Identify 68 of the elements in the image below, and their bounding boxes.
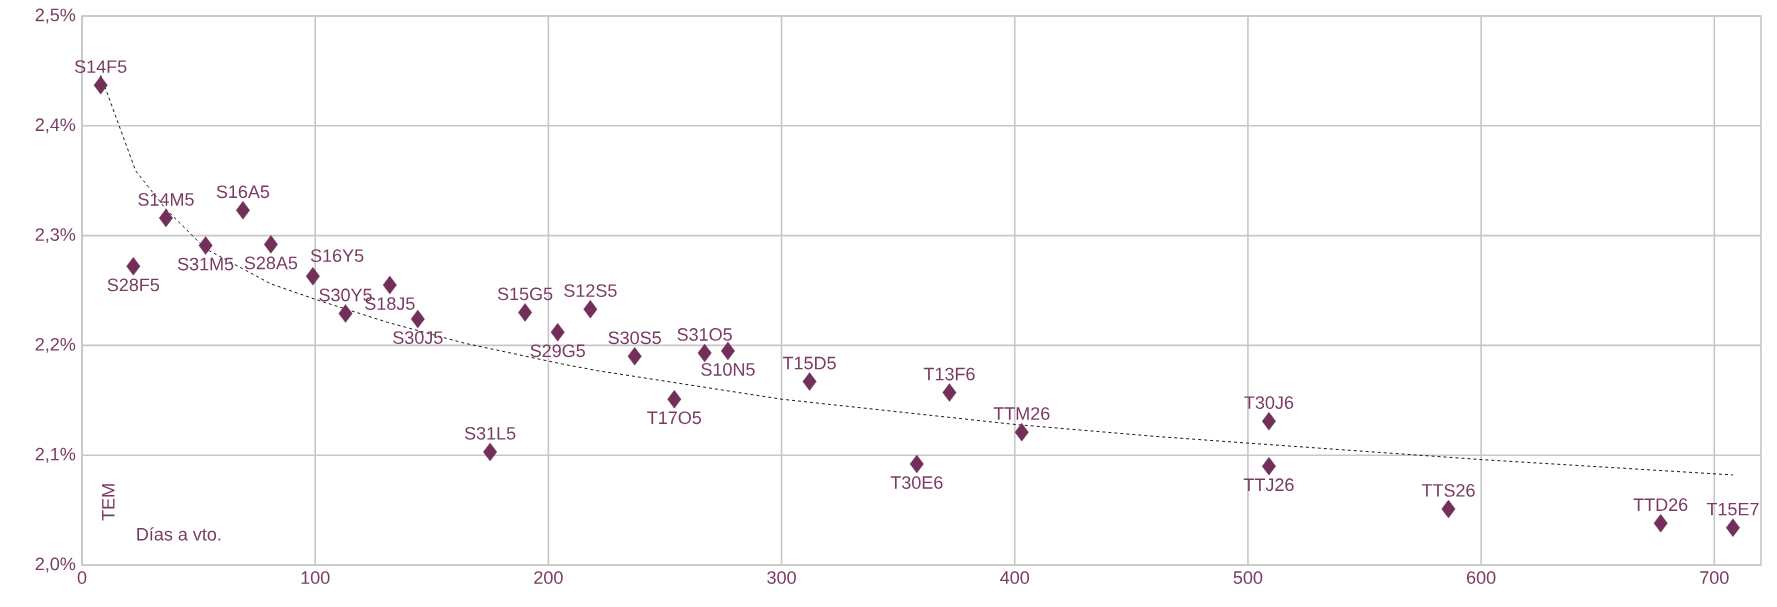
x-axis-title: Días a vto. xyxy=(137,527,221,541)
annotation: S16Y5 xyxy=(310,249,364,263)
annotation: S28F5 xyxy=(107,278,160,292)
annotation: S29G5 xyxy=(530,344,585,358)
annotation: TTS26 xyxy=(1421,484,1475,497)
annotation: S16A5 xyxy=(216,185,270,199)
point xyxy=(1441,499,1456,519)
point xyxy=(627,347,642,366)
point xyxy=(942,383,957,402)
point xyxy=(1261,456,1276,476)
point xyxy=(1653,514,1668,533)
x-tick-label: 0 xyxy=(77,571,87,584)
annotation: TTD26 xyxy=(1633,498,1688,512)
point xyxy=(235,201,250,220)
annotation: TTJ26 xyxy=(1243,478,1294,492)
annotation: S31L5 xyxy=(464,426,516,440)
annotation: T30J6 xyxy=(1244,396,1294,409)
annotation: S10N5 xyxy=(701,363,755,376)
y-axis-title: TEM xyxy=(102,484,115,521)
y-tick-label: 2,2% xyxy=(35,337,76,353)
annotation: S31O5 xyxy=(677,328,732,341)
y-tick-label: 2,4% xyxy=(35,118,76,134)
point xyxy=(410,309,425,329)
point xyxy=(720,341,735,361)
point xyxy=(126,257,141,276)
point xyxy=(697,343,712,363)
point xyxy=(550,323,565,342)
point xyxy=(305,267,320,286)
point xyxy=(483,442,498,462)
point xyxy=(802,372,817,391)
annotation: S15G5 xyxy=(497,287,553,301)
annotation: T30E6 xyxy=(890,476,943,489)
x-tick-label: 300 xyxy=(767,571,796,584)
point xyxy=(1726,518,1740,537)
annotation: S31M5 xyxy=(177,257,234,271)
point xyxy=(667,389,682,409)
y-tick-label: 2,0% xyxy=(35,557,76,573)
point xyxy=(338,304,353,323)
y-tick-label: 2,3% xyxy=(35,228,76,244)
point xyxy=(382,275,397,295)
point xyxy=(1014,422,1029,442)
x-tick-label: 400 xyxy=(1000,571,1030,584)
point xyxy=(159,208,173,228)
annotation: S30J5 xyxy=(393,331,443,344)
point xyxy=(198,236,213,255)
x-tick-label: 500 xyxy=(1233,571,1263,584)
annotation: T15E7 xyxy=(1706,502,1759,516)
annotation: T13F6 xyxy=(923,367,975,381)
point xyxy=(518,303,533,322)
x-tick-label: 200 xyxy=(534,571,563,584)
annotation: S14M5 xyxy=(138,193,194,206)
x-tick-label: 700 xyxy=(1700,571,1729,584)
y-tick-label: 2,1% xyxy=(35,447,76,463)
point xyxy=(909,454,924,474)
annotation: S14F5 xyxy=(74,60,127,73)
annotation: T15D5 xyxy=(782,356,836,370)
annotation: TTM26 xyxy=(993,407,1050,420)
point xyxy=(263,235,278,254)
y-tick-label: 2,5% xyxy=(35,8,76,24)
point xyxy=(583,299,598,319)
annotation: S30S5 xyxy=(608,331,661,345)
annotation: T17O5 xyxy=(647,411,702,425)
annotation: S28A5 xyxy=(244,256,298,270)
point xyxy=(93,75,108,95)
annotation: S12S5 xyxy=(564,284,617,297)
point xyxy=(1261,411,1276,431)
x-tick-label: 100 xyxy=(301,571,330,584)
x-tick-label: 600 xyxy=(1467,571,1496,584)
